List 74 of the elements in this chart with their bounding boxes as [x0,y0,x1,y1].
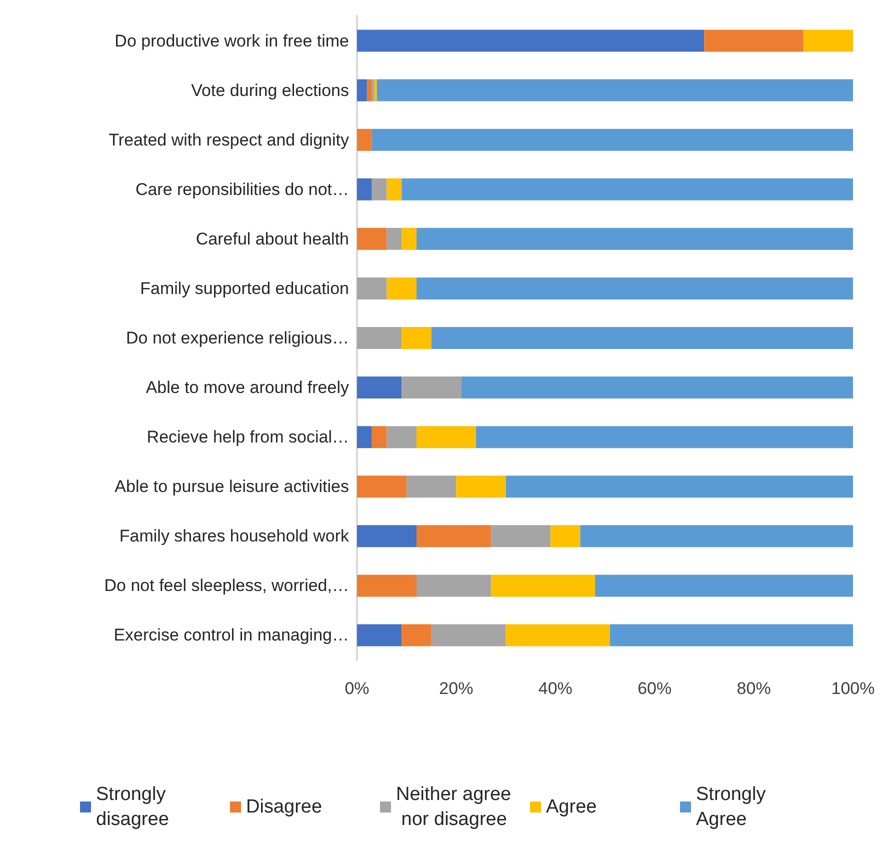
y-tick-label: Vote during elections [191,80,349,100]
bar [406,476,456,498]
bar [416,228,853,250]
bar [416,525,491,548]
bar [490,525,550,548]
y-tick-label: Careful about health [196,229,349,248]
bar [386,178,402,200]
x-tick-label: 20% [439,679,474,698]
bar [580,525,853,548]
bar [595,574,853,597]
bar [386,228,402,250]
bar [506,476,853,498]
bar [386,277,417,300]
bar [386,426,417,448]
legend-label: Agree [546,796,597,818]
bar [357,79,367,102]
y-tick-label: Care reponsibilities do not… [135,180,349,199]
bar [357,228,387,250]
x-tick-label: 60% [638,679,672,698]
y-tick-label: Do productive work in free time [114,31,349,50]
bar [357,30,704,52]
bar [456,476,506,498]
legend-label: Neither agree nor disagree [396,784,512,830]
bar [357,426,372,448]
y-tick-label: Able to move around freely [146,378,350,398]
bar [416,426,476,448]
bar [506,624,610,646]
bar [402,376,462,399]
y-tick-label: Recieve help from social… [146,428,349,447]
y-tick-label: Treated with respect and dignity [108,130,350,150]
bar [366,79,372,102]
bar [357,624,402,646]
y-tick-label: Family shares household work [119,526,350,546]
bar [357,525,417,548]
bar [402,327,432,349]
bar [357,327,402,349]
bar [357,128,372,151]
legend-label: Strongly Agree [696,784,771,830]
bar [357,178,372,200]
bar [402,178,853,200]
bar [357,476,407,498]
bar [374,79,377,102]
x-tick-label: 80% [736,679,771,698]
bar [550,525,580,548]
bar [372,178,387,200]
bar [402,228,417,250]
y-tick-label: Family supported education [140,278,349,298]
bar [372,79,374,102]
x-tick-label: 0% [344,679,370,698]
bar [431,327,853,349]
bar [376,79,853,102]
bar [357,574,417,597]
x-tick-label: 100% [831,679,875,698]
legend-label: Strongly disagree [96,784,171,830]
bar [704,30,804,52]
bar [490,574,596,597]
bar [372,128,853,151]
bar [357,376,402,399]
y-tick-label: Do not experience religious… [126,328,349,348]
bar [416,277,853,300]
x-tick-label: 40% [538,679,572,698]
bar [372,426,387,448]
bar [476,426,853,448]
y-tick-label: Do not feel sleepless, worried,… [104,576,349,596]
y-tick-label: Exercise control in managing… [114,626,349,645]
legend-label: Disagree [246,796,322,818]
bar [416,574,491,597]
bar [461,376,853,399]
bar [431,624,506,646]
bar [357,277,387,300]
bar [803,30,853,52]
y-tick-label: Able to pursue leisure activities [114,477,349,496]
bar [610,624,853,646]
bar [402,624,432,646]
